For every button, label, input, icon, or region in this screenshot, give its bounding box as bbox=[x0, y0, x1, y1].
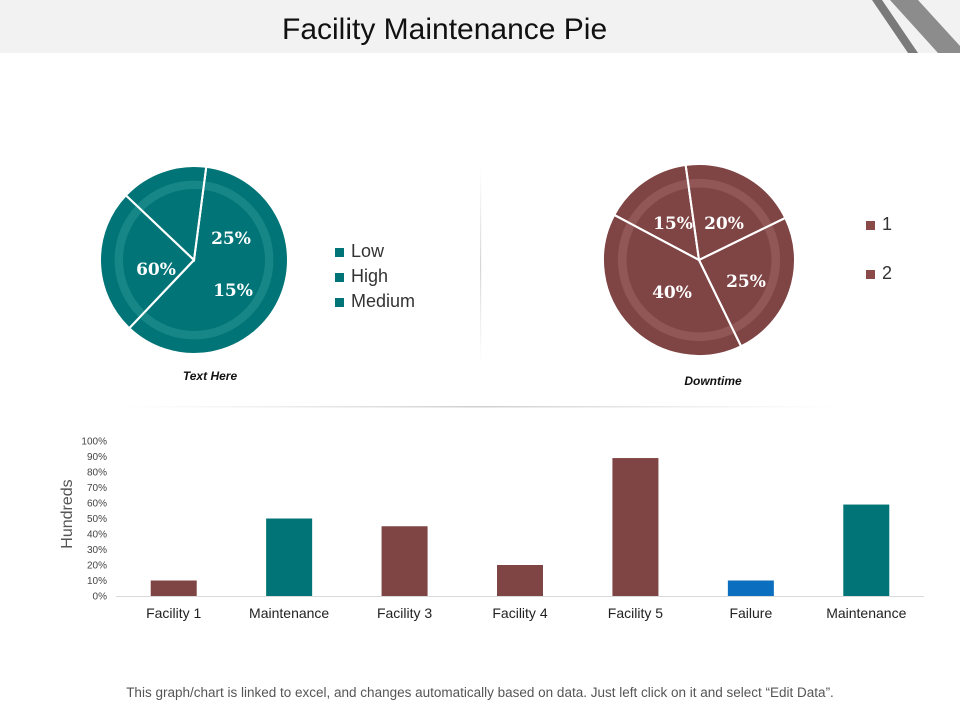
pie-slice-divider bbox=[698, 217, 786, 261]
y-tick-label: 80% bbox=[87, 468, 107, 479]
x-tick-label: Facility 5 bbox=[608, 605, 663, 621]
pie-chart-downtime[interactable]: 15% 20% 25% 40% bbox=[602, 163, 796, 357]
pie-data-label: 60% bbox=[136, 260, 176, 280]
pie-slice-divider bbox=[125, 194, 195, 261]
legend-label: Low bbox=[351, 241, 385, 261]
vertical-separator bbox=[480, 165, 482, 365]
bar-chart[interactable]: 0% 10% 20% 30% 40% 50% 60% 70% 80% 90% 100% Facilit… bbox=[81, 437, 924, 622]
y-tick-label: 100% bbox=[81, 437, 107, 448]
legend-swatch bbox=[335, 273, 344, 282]
y-tick-label: 10% bbox=[87, 576, 107, 587]
pie-slice-divider bbox=[128, 259, 195, 329]
pie-slice[interactable] bbox=[124, 165, 208, 263]
y-tick-label: 50% bbox=[87, 514, 107, 525]
x-tick-label: Facility 1 bbox=[146, 605, 201, 621]
title-bar bbox=[0, 0, 960, 53]
x-tick-label: Failure bbox=[729, 605, 772, 621]
pie-caption-text-here: Text Here bbox=[183, 369, 238, 383]
y-tick-label: 40% bbox=[87, 530, 107, 541]
y-axis-label: Hundreds bbox=[59, 479, 76, 548]
bar[interactable] bbox=[266, 518, 313, 597]
pie-slice-divider bbox=[193, 166, 208, 261]
legend-swatch bbox=[866, 221, 875, 230]
x-tick-label: Facility 3 bbox=[377, 605, 432, 621]
bar[interactable] bbox=[150, 580, 197, 597]
x-tick-label: Facility 4 bbox=[492, 605, 547, 621]
legend-swatch bbox=[335, 248, 344, 257]
pie-data-label: 15% bbox=[653, 214, 693, 234]
legend-label: High bbox=[351, 266, 388, 286]
y-tick-label: 60% bbox=[87, 499, 107, 510]
legend-label: 1 bbox=[882, 214, 892, 234]
pie-chart-levels[interactable]: 60% 25% 15% bbox=[99, 165, 289, 355]
pie-legend-downtime: 12 bbox=[866, 214, 892, 283]
y-tick-label: 30% bbox=[87, 545, 107, 556]
bar[interactable] bbox=[727, 580, 774, 597]
horizontal-separator bbox=[120, 406, 840, 408]
pie-data-label: 25% bbox=[211, 229, 251, 249]
pie-caption-downtime: Downtime bbox=[684, 374, 742, 388]
x-tick-label: Maintenance bbox=[826, 605, 906, 621]
pie-slice-divider bbox=[613, 214, 700, 261]
bar[interactable] bbox=[381, 526, 428, 596]
y-tick-label: 90% bbox=[87, 452, 107, 463]
x-tick-label: Maintenance bbox=[249, 605, 329, 621]
corner-stripes-decoration bbox=[872, 0, 960, 53]
pie-inner-ring bbox=[617, 178, 781, 342]
pie-slice-divider bbox=[684, 164, 700, 261]
legend-label: 2 bbox=[882, 263, 892, 283]
pie-data-label: 20% bbox=[704, 214, 744, 234]
legend-swatch bbox=[335, 298, 344, 307]
footer-note: This graph/chart is linked to excel, and… bbox=[126, 685, 834, 700]
page-title: Facility Maintenance Pie bbox=[282, 13, 608, 46]
y-tick-label: 70% bbox=[87, 483, 107, 494]
y-tick-label: 20% bbox=[87, 561, 107, 572]
legend-swatch bbox=[866, 270, 875, 279]
pie-inner-ring bbox=[114, 180, 274, 340]
pie-data-label: 15% bbox=[213, 281, 253, 301]
pie-data-label: 40% bbox=[652, 283, 692, 303]
legend-label: Medium bbox=[351, 291, 415, 311]
pie-legend-levels: Low High Medium bbox=[335, 241, 415, 311]
bar[interactable] bbox=[843, 504, 890, 596]
pie-data-label: 25% bbox=[726, 272, 766, 292]
y-tick-label: 0% bbox=[93, 592, 108, 603]
bar[interactable] bbox=[612, 458, 659, 596]
pie-slice-divider bbox=[698, 259, 742, 347]
pie-slice[interactable] bbox=[602, 213, 743, 357]
bar[interactable] bbox=[497, 565, 543, 596]
